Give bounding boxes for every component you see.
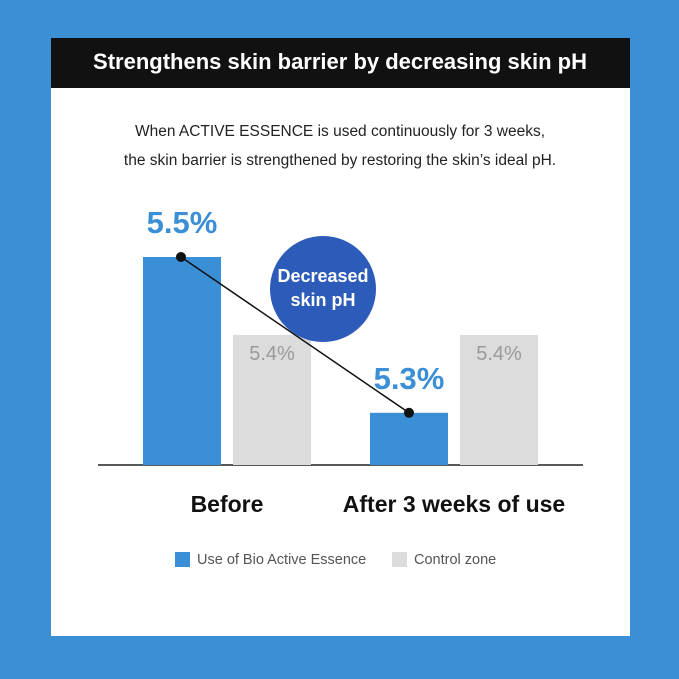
chart-title: Strengthens skin barrier by decreasing s… — [93, 49, 587, 74]
annotation-text: skin pH — [290, 290, 355, 310]
legend-label: Control zone — [414, 552, 496, 568]
trend-dot — [176, 252, 186, 262]
value-label: 5.3% — [374, 361, 445, 396]
legend-swatch — [392, 552, 407, 567]
bar — [143, 257, 221, 465]
value-label: 5.4% — [476, 343, 522, 365]
value-label: 5.4% — [249, 343, 295, 365]
title-bar — [51, 38, 630, 88]
x-tick-label: Before — [191, 491, 264, 517]
legend-swatch — [175, 552, 190, 567]
subtitle: When ACTIVE ESSENCE is used continuously… — [135, 123, 545, 140]
subtitle: the skin barrier is strengthened by rest… — [124, 152, 556, 169]
trend-line — [180, 256, 410, 414]
annotation-bubble — [270, 236, 376, 342]
bar — [370, 412, 448, 465]
bar — [233, 334, 311, 465]
annotation-text: Decreased — [277, 266, 368, 286]
bar — [460, 334, 538, 465]
x-tick-label: After 3 weeks of use — [343, 491, 565, 517]
legend-label: Use of Bio Active Essence — [197, 552, 366, 568]
trend-dot — [404, 407, 414, 418]
value-label: 5.5% — [147, 205, 218, 240]
